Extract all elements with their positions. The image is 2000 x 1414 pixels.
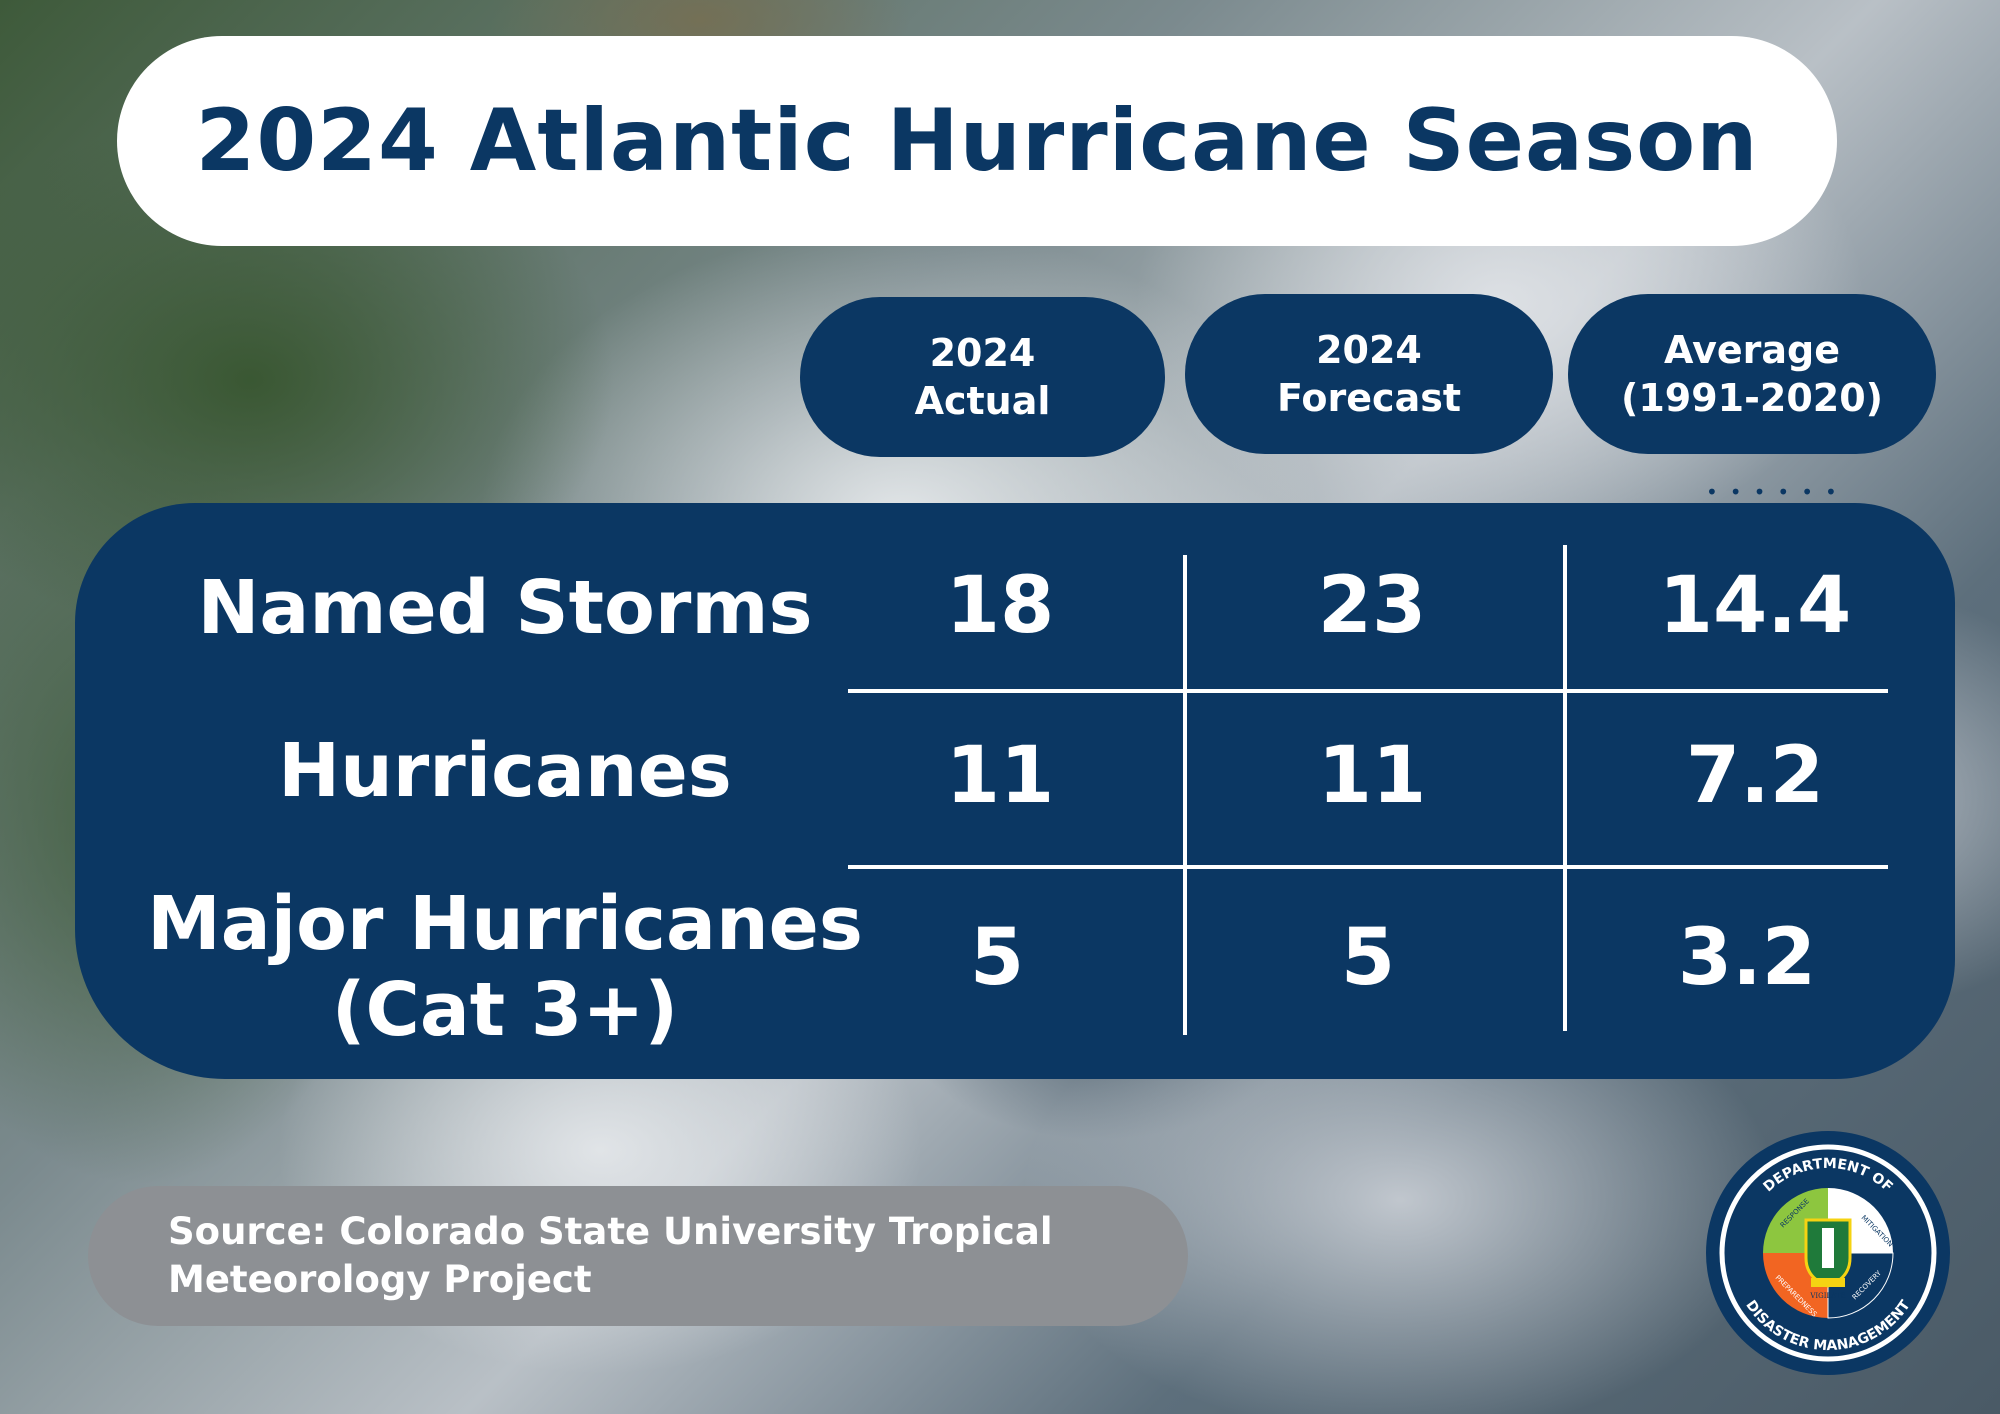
- column-header-actual-label: 2024 Actual: [914, 331, 1051, 423]
- grid-divider-vertical-2: [1563, 545, 1567, 1031]
- cell-major-hurricanes-forecast: 5: [1340, 913, 1396, 1003]
- grid-divider-horizontal-2: [848, 865, 1888, 869]
- grid-divider-vertical-1: [1183, 555, 1187, 1035]
- stats-table: Named Storms Hurricanes Major Hurricanes…: [75, 503, 1955, 1079]
- cell-named-storms-forecast: 23: [1317, 561, 1427, 651]
- column-header-forecast: 2024 Forecast: [1185, 294, 1553, 454]
- cell-named-storms-actual: 18: [945, 561, 1055, 651]
- cell-hurricanes-forecast: 11: [1317, 731, 1427, 821]
- page-title: 2024 Atlantic Hurricane Season: [195, 91, 1759, 191]
- logo-motto: VIGILATE: [1809, 1292, 1845, 1300]
- column-header-average: Average (1991-2020): [1568, 294, 1936, 454]
- cell-major-hurricanes-actual: 5: [969, 913, 1025, 1003]
- source-text: Source: Colorado State University Tropic…: [168, 1210, 1053, 1301]
- column-header-forecast-label: 2024 Forecast: [1277, 328, 1461, 420]
- row-label-major-hurricanes: Major Hurricanes (Cat 3+): [147, 881, 863, 1053]
- title-banner: 2024 Atlantic Hurricane Season: [117, 36, 1837, 246]
- cell-hurricanes-average: 7.2: [1685, 731, 1825, 821]
- decorative-dots: ••••••: [1706, 480, 1849, 504]
- row-label-named-storms: Named Storms: [197, 565, 813, 651]
- row-label-hurricanes: Hurricanes: [278, 728, 732, 814]
- source-note: Source: Colorado State University Tropic…: [88, 1186, 1188, 1326]
- department-logo: DEPARTMENT OF DISASTER MANAGEMENT RESPON…: [1706, 1131, 1950, 1375]
- column-header-average-label: Average (1991-2020): [1620, 328, 1884, 420]
- cell-major-hurricanes-average: 3.2: [1677, 913, 1817, 1003]
- cell-hurricanes-actual: 11: [945, 731, 1055, 821]
- grid-divider-horizontal-1: [848, 689, 1888, 693]
- cell-named-storms-average: 14.4: [1658, 561, 1852, 651]
- column-header-actual: 2024 Actual: [800, 297, 1165, 457]
